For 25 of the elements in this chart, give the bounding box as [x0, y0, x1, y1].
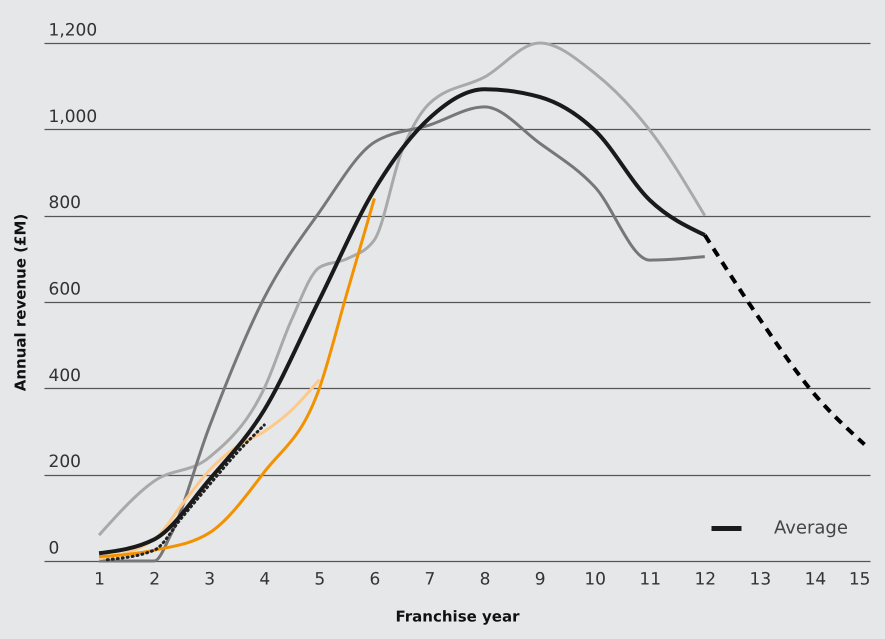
y-axis-title: Annual revenue (£M) — [12, 214, 30, 392]
y-tick-label: 600 — [48, 280, 81, 300]
x-tick-label: 13 — [750, 570, 772, 590]
y-tick-label: 800 — [48, 193, 81, 214]
y-tick-label: 200 — [48, 452, 81, 472]
x-tick-label: 10 — [584, 570, 606, 590]
x-tick-label: 7 — [424, 570, 436, 590]
x-tick-label: 1 — [94, 570, 105, 590]
x-tick-label: 5 — [314, 570, 326, 590]
x-tick-label: 2 — [149, 570, 160, 590]
y-tick-label: 400 — [48, 366, 81, 386]
x-tick-label: 12 — [694, 570, 716, 590]
legend-label: Average — [774, 518, 848, 538]
x-tick-label: 6 — [369, 570, 380, 590]
x-tick-label: 11 — [639, 570, 662, 590]
y-tick-label: 0 — [48, 538, 60, 558]
y-tick-label: 1,000 — [48, 106, 98, 127]
x-tick-label: 15 — [848, 570, 870, 590]
x-tick-label: 14 — [804, 570, 826, 590]
x-axis-title: Franchise year — [396, 608, 520, 626]
x-tick-label: 3 — [204, 570, 216, 590]
y-tick-label: 1,200 — [48, 20, 98, 40]
x-tick-label: 4 — [259, 570, 270, 590]
x-tick-label: 9 — [534, 570, 546, 590]
x-tick-label: 8 — [480, 570, 490, 590]
